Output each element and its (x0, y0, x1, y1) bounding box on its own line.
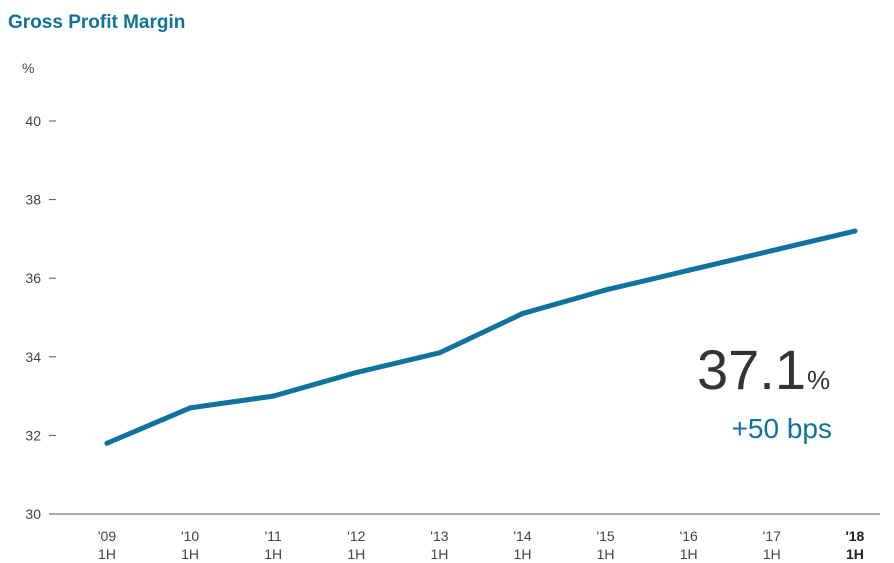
x-tick-period-label: 1H (514, 546, 532, 562)
y-tick-label: 40 (25, 113, 41, 129)
data-point (769, 248, 775, 254)
x-tick-year-label: '12 (347, 528, 365, 544)
data-point (436, 350, 442, 356)
y-tick-label: 36 (25, 270, 41, 286)
data-point (353, 370, 359, 376)
x-tick-period-label: 1H (264, 546, 282, 562)
x-tick-period-label: 1H (98, 546, 116, 562)
series-line (104, 228, 858, 446)
x-tick-period-label: 1H (597, 546, 615, 562)
data-point (520, 311, 525, 317)
y-tick-label: 34 (25, 349, 41, 365)
annotation-value: 37.1 (697, 338, 806, 401)
x-axis: '09 1H '10 1H '11 1H '12 1H '13 1H '14 1H '15 1H '16 1H… (98, 528, 865, 562)
annotation-change: +50 bps (732, 413, 832, 444)
chart-title: Gross Profit Margin (8, 12, 185, 33)
series-group (104, 228, 858, 446)
data-point (104, 440, 110, 446)
x-tick-year-label: '14 (513, 528, 531, 544)
y-tick-label: 30 (25, 506, 41, 522)
x-tick-year-label: '10 (181, 528, 199, 544)
x-tick-year-label: '09 (98, 528, 116, 544)
x-tick-period-label: 1H (846, 546, 864, 562)
x-tick-year-label: '18 (845, 528, 864, 544)
data-point (686, 267, 692, 273)
value-annotation: 37.1 % +50 bps (697, 338, 832, 444)
data-point (603, 287, 609, 293)
y-axis: 30 32 34 36 38 40 (25, 113, 56, 522)
x-tick-period-label: 1H (763, 546, 781, 562)
annotation-unit: % (807, 365, 830, 395)
y-tick-label: 38 (25, 192, 41, 208)
data-point (852, 228, 858, 234)
y-axis-unit-label: % (22, 60, 34, 76)
x-tick-year-label: '16 (680, 528, 698, 544)
data-point (270, 393, 276, 399)
x-tick-year-label: '13 (430, 528, 448, 544)
x-tick-year-label: '11 (265, 528, 282, 544)
x-tick-period-label: 1H (347, 546, 365, 562)
x-tick-period-label: 1H (181, 546, 199, 562)
x-tick-period-label: 1H (680, 546, 698, 562)
y-tick-label: 32 (25, 427, 41, 443)
x-tick-period-label: 1H (430, 546, 448, 562)
x-tick-year-label: '17 (763, 528, 781, 544)
data-point (187, 405, 193, 411)
x-tick-year-label: '15 (596, 528, 614, 544)
